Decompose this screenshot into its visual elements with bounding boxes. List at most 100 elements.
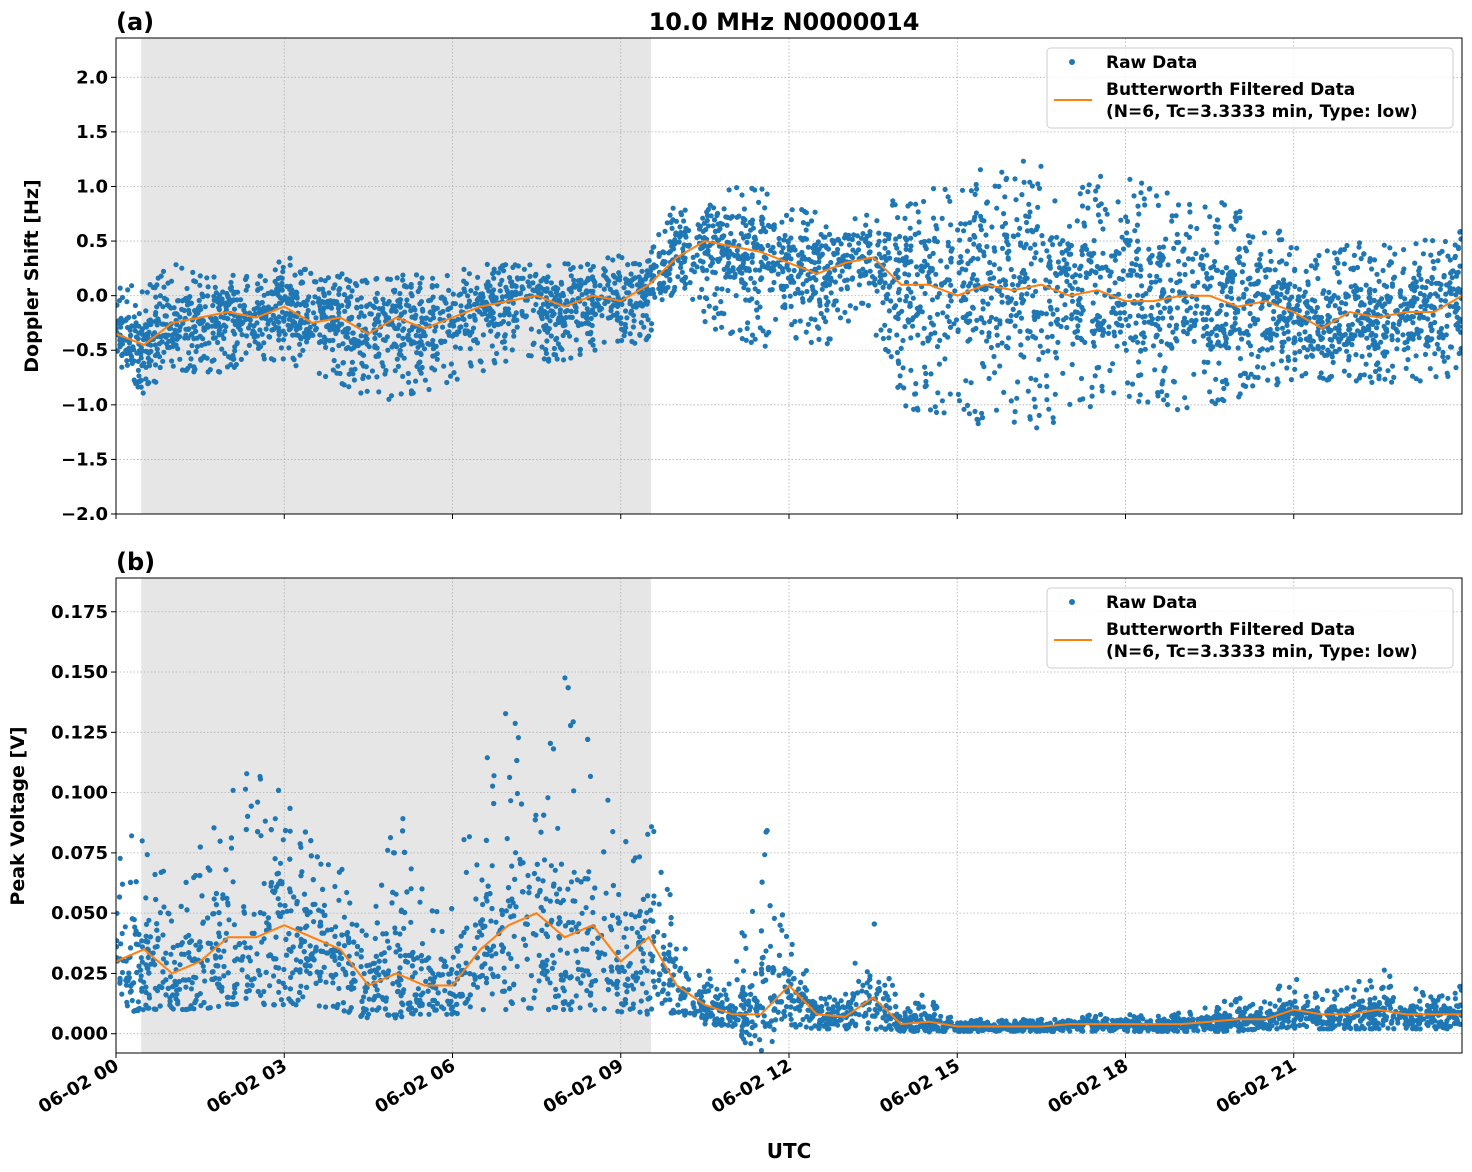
raw-point	[743, 297, 749, 303]
raw-point	[1235, 345, 1241, 351]
raw-point	[967, 220, 973, 226]
raw-point	[923, 383, 929, 389]
raw-point	[590, 263, 597, 270]
raw-point	[831, 238, 838, 244]
raw-point	[228, 287, 235, 293]
raw-point	[1236, 394, 1242, 400]
raw-point	[1025, 388, 1031, 394]
raw-point	[257, 327, 263, 333]
raw-point	[816, 254, 823, 260]
raw-point	[1125, 272, 1131, 278]
raw-point	[866, 280, 872, 286]
raw-point	[1069, 312, 1075, 318]
raw-point	[450, 291, 456, 297]
raw-point	[1031, 313, 1037, 319]
raw-point	[975, 256, 981, 262]
raw-point	[883, 257, 889, 263]
raw-point	[561, 319, 567, 325]
raw-point	[902, 235, 908, 241]
raw-point	[747, 219, 753, 225]
raw-point	[1443, 332, 1449, 338]
raw-point	[970, 305, 976, 311]
raw-point	[994, 205, 1000, 211]
raw-point	[1047, 237, 1053, 243]
raw-point	[803, 236, 810, 242]
raw-point	[955, 227, 961, 233]
raw-point	[506, 312, 512, 318]
raw-point	[1001, 211, 1007, 217]
raw-point	[1442, 298, 1448, 304]
y-tick-label: −1.5	[61, 449, 108, 470]
raw-point	[1123, 316, 1129, 323]
raw-point	[701, 308, 707, 314]
raw-point	[1432, 351, 1438, 357]
raw-point	[1285, 329, 1291, 335]
raw-point	[1203, 317, 1209, 323]
raw-point	[478, 359, 484, 365]
raw-point	[1366, 307, 1372, 313]
raw-point	[511, 333, 517, 339]
raw-point	[118, 324, 124, 330]
raw-point	[501, 268, 507, 274]
raw-point	[290, 318, 296, 324]
raw-point	[160, 358, 166, 364]
raw-point	[1422, 237, 1428, 243]
raw-point	[882, 245, 888, 251]
raw-point	[1223, 311, 1229, 317]
raw-point	[491, 269, 497, 275]
raw-point	[608, 314, 614, 320]
raw-point	[1169, 344, 1175, 350]
raw-point	[1296, 331, 1302, 337]
raw-point	[775, 271, 781, 277]
raw-point	[1390, 275, 1397, 281]
raw-point	[251, 334, 257, 340]
raw-point	[927, 314, 933, 321]
raw-point	[1279, 348, 1285, 354]
raw-point	[1225, 277, 1231, 283]
raw-point	[1139, 283, 1145, 289]
raw-point	[1444, 370, 1450, 376]
raw-point	[798, 268, 804, 274]
raw-point	[711, 217, 718, 223]
raw-point	[971, 241, 977, 247]
raw-point	[930, 186, 937, 192]
raw-point	[902, 271, 908, 277]
raw-point	[374, 374, 380, 380]
raw-point	[1031, 278, 1037, 284]
raw-point	[501, 312, 507, 318]
raw-point	[977, 223, 984, 229]
raw-point	[560, 357, 567, 363]
raw-point	[1129, 381, 1136, 387]
raw-point	[1248, 371, 1254, 377]
raw-point	[128, 347, 134, 353]
raw-point	[1115, 302, 1122, 308]
raw-point	[1099, 383, 1105, 389]
raw-point	[1011, 233, 1017, 240]
raw-point	[243, 287, 249, 293]
raw-point	[934, 311, 941, 317]
raw-point	[1024, 291, 1030, 297]
raw-point	[352, 337, 358, 343]
raw-point	[434, 283, 440, 289]
raw-point	[157, 293, 163, 299]
raw-point	[1381, 323, 1387, 329]
raw-point	[361, 352, 367, 358]
raw-point	[1292, 357, 1298, 363]
raw-point	[1284, 322, 1290, 328]
raw-point	[790, 244, 796, 250]
raw-point	[1033, 250, 1039, 256]
raw-point	[1292, 266, 1298, 272]
raw-point	[1437, 286, 1443, 292]
raw-point	[232, 348, 238, 354]
raw-point	[176, 327, 182, 333]
raw-point	[305, 307, 311, 314]
raw-point	[589, 274, 596, 280]
raw-point	[1223, 377, 1229, 383]
raw-point	[1367, 256, 1373, 262]
raw-point	[386, 315, 392, 321]
raw-point	[1020, 158, 1026, 164]
raw-point	[770, 264, 776, 270]
raw-point	[146, 350, 152, 356]
raw-point	[1457, 229, 1462, 235]
raw-point	[908, 243, 914, 249]
